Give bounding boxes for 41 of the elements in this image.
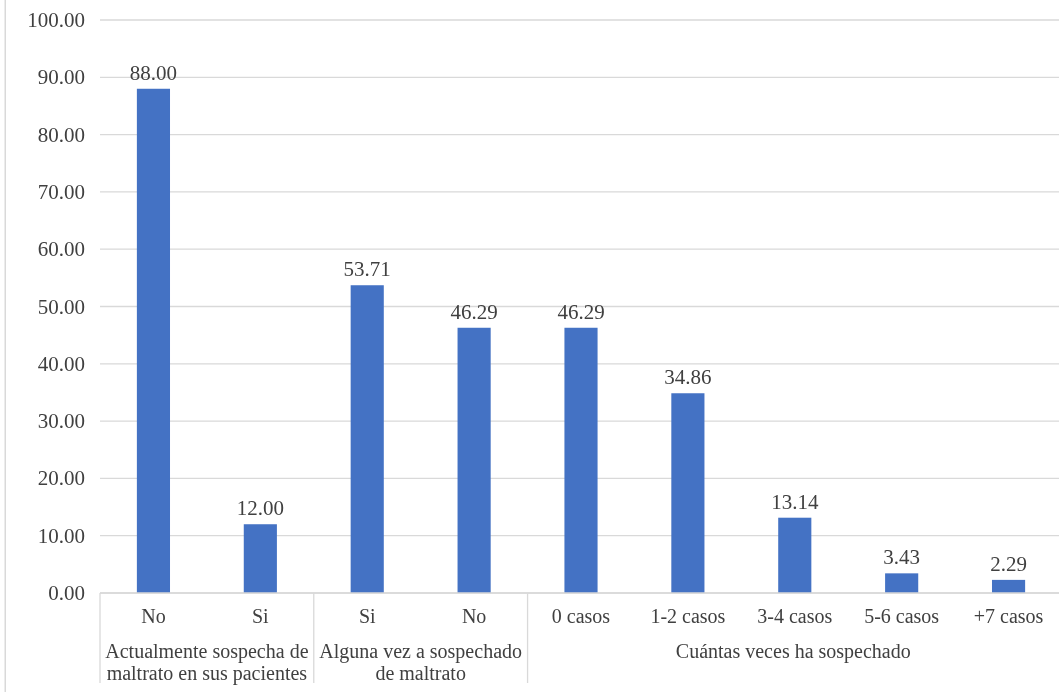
y-tick-label: 50.00 bbox=[37, 294, 85, 319]
x-tick-label: +7 casos bbox=[973, 605, 1044, 627]
data-label: 53.71 bbox=[343, 257, 391, 282]
data-label: 2.29 bbox=[990, 551, 1027, 576]
bar bbox=[564, 327, 598, 593]
y-tick-label: 100.00 bbox=[27, 8, 85, 32]
bar bbox=[243, 524, 277, 593]
y-tick-label: 20.00 bbox=[37, 466, 85, 491]
bar bbox=[350, 285, 384, 593]
y-tick-label: 10.00 bbox=[37, 523, 85, 548]
bar bbox=[457, 327, 491, 593]
bar bbox=[991, 579, 1026, 593]
x-tick-label: Si bbox=[358, 605, 376, 627]
x-tick-label: No bbox=[461, 605, 487, 627]
y-tick-label: 40.00 bbox=[37, 351, 85, 376]
text: Alguna vez a sospechado de maltrato bbox=[319, 640, 523, 684]
data-label: 88.00 bbox=[129, 60, 178, 85]
y-tick-label: 60.00 bbox=[37, 237, 85, 262]
y-tick-label: 80.00 bbox=[37, 122, 85, 147]
bar bbox=[136, 88, 171, 593]
bar bbox=[885, 573, 919, 593]
text: Actualmente sospecha de maltrato en sus pacientes bbox=[105, 640, 309, 685]
y-tick-label: 70.00 bbox=[37, 179, 85, 204]
x-tick-label: 1-2 casos bbox=[650, 605, 726, 627]
bar bbox=[671, 393, 705, 593]
bar bbox=[778, 517, 812, 593]
data-label: 12.00 bbox=[236, 496, 284, 521]
data-label: 46.29 bbox=[557, 299, 605, 324]
x-tick-label: 0 casos bbox=[551, 605, 611, 627]
x-tick-label: No bbox=[141, 605, 166, 627]
x-tick-label: Si bbox=[251, 605, 270, 627]
y-tick-label: 90.00 bbox=[37, 65, 85, 90]
y-tick-label: 0.00 bbox=[48, 581, 85, 605]
y-tick-label: 30.00 bbox=[37, 409, 85, 434]
data-label: 13.14 bbox=[771, 489, 819, 514]
data-label: 34.86 bbox=[664, 365, 712, 390]
x-tick-label: 3-4 casos bbox=[757, 605, 833, 627]
data-label: 3.43 bbox=[883, 545, 921, 570]
data-label: 46.29 bbox=[450, 299, 498, 324]
text: Cuántas veces ha sospechado bbox=[675, 640, 911, 663]
x-tick-label: 5-6 casos bbox=[864, 605, 940, 627]
